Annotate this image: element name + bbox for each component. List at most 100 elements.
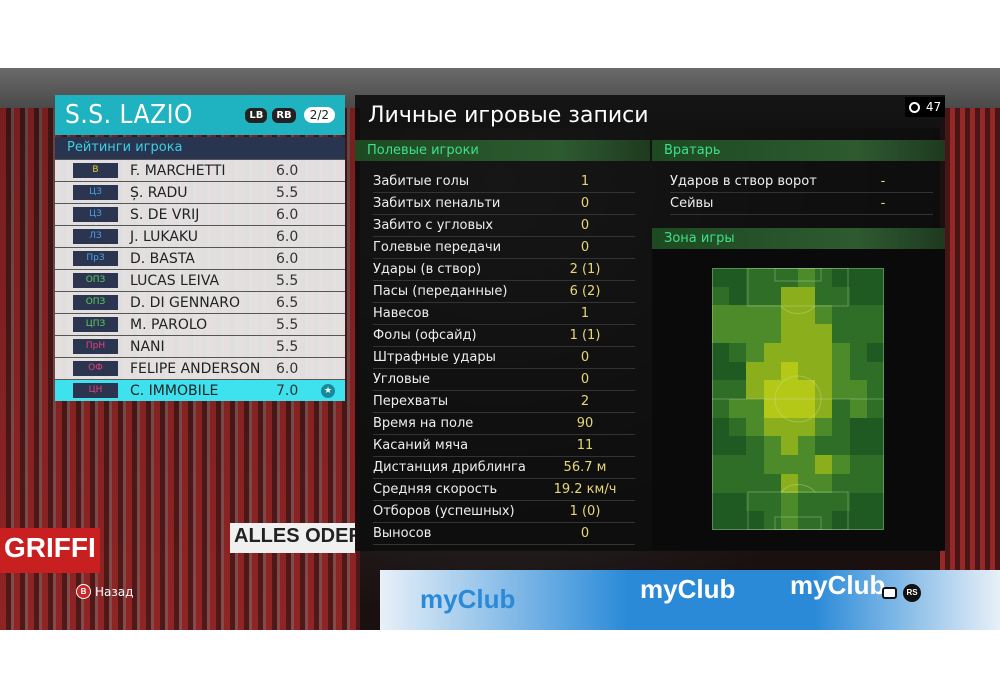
heat-cell [832,361,850,381]
player-row[interactable]: ЦЗ Ș. RADU 5.5 [55,181,345,203]
heat-cell [866,324,884,343]
heat-cell [798,511,816,530]
ad-text: myClub [640,574,736,604]
heatmap-pitch [712,268,884,530]
stat-value: 1 [580,174,590,189]
heat-cell [866,398,884,418]
heat-cell [815,455,833,474]
heat-cell [712,324,730,343]
heat-cell [832,417,850,437]
stat-value: 19.2 км/ч [553,482,617,497]
player-rating: 5.5 [276,316,299,333]
lb-button[interactable]: LB [245,107,268,123]
stat-label: Средняя скорость [373,482,498,497]
zone-header: Зона игры [652,228,945,249]
player-name: C. IMMOBILE [130,382,219,399]
heat-cell [763,268,781,287]
heat-cell [729,324,747,343]
player-name: D. BASTA [130,250,195,267]
player-row[interactable]: ОПЗ LUCAS LEIVA 5.5 [55,269,345,291]
heat-cell [798,324,816,343]
stat-label: Перехваты [373,394,449,409]
heat-cell [798,305,816,325]
heat-cell [780,286,798,306]
stat-row: Выносов 0 [373,523,635,545]
heat-cell [746,455,764,474]
player-row[interactable]: ЦН C. IMMOBILE 7.0 ★ [55,379,345,401]
heat-cell [780,473,798,493]
heat-cell [712,473,730,493]
player-row[interactable]: ОПЗ D. DI GENNARO 6.5 [55,291,345,313]
heat-cell [780,342,798,362]
heat-cell [832,455,850,474]
heat-cell [712,380,730,399]
chat-icon[interactable] [882,587,897,599]
back-button[interactable]: B Назад [76,584,133,599]
ratings-title: Рейтинги игрока [55,137,345,159]
heat-cell [815,361,833,381]
heat-cell [712,417,730,437]
stat-label: Угловые [373,372,430,387]
player-row[interactable]: ЦЗ S. DE VRIJ 6.0 [55,203,345,225]
heat-cell [832,342,850,362]
stat-label: Касаний мяча [373,438,469,453]
player-name: FELIPE ANDERSON [130,360,261,377]
player-row[interactable]: ПрН NANI 5.5 [55,335,345,357]
heat-cell [729,417,747,437]
heat-cell [815,398,833,418]
player-name: Ș. RADU [130,184,188,201]
heat-cell [815,436,833,456]
heat-cell [729,305,747,325]
rb-button[interactable]: RB [272,107,296,123]
stat-value: 2 (1) [569,262,601,277]
player-rating: 6.0 [276,228,299,245]
heat-cell [866,286,884,306]
player-name: M. PAROLO [130,316,208,333]
heat-cell [729,342,747,362]
heat-cell [815,473,833,493]
player-rating: 6.5 [276,294,299,311]
stat-row: Удары (в створ) 2 (1) [373,259,635,281]
heat-cell [866,455,884,474]
heat-cell [815,342,833,362]
heat-cell [746,417,764,437]
player-list: В F. MARCHETTI 6.0 ЦЗ Ș. RADU 5.5 ЦЗ S. … [55,159,345,401]
player-rating: 6.0 [276,250,299,267]
heat-cell [712,268,730,287]
player-row[interactable]: В F. MARCHETTI 6.0 [55,159,345,181]
position-badge: ЦЗ [73,207,118,222]
heat-cell [832,398,850,418]
heat-cell [746,436,764,456]
heat-cell [832,473,850,493]
heat-cell [798,436,816,456]
b-button-icon: B [76,584,91,599]
heat-cell [780,305,798,325]
stat-label: Пасы (переданные) [373,284,508,299]
heat-cell [780,361,798,381]
stat-row: Перехваты 2 [373,391,635,413]
player-row[interactable]: ОФ FELIPE ANDERSON 6.0 [55,357,345,379]
player-row[interactable]: ЦПЗ M. PAROLO 5.5 [55,313,345,335]
heat-cell [798,286,816,306]
heat-cell [712,436,730,456]
heat-cell [866,436,884,456]
heat-cell [832,492,850,512]
stat-row: Сейвы - [670,193,933,215]
position-badge: В [73,163,118,178]
heat-cell [712,455,730,474]
position-badge: ЦПЗ [73,317,118,332]
stat-value: 0 [580,350,590,365]
player-row[interactable]: ЛЗ J. LUKAKU 6.0 [55,225,345,247]
player-name: D. DI GENNARO [130,294,241,311]
rs-stick-icon[interactable]: RS [903,584,921,602]
stat-value: 1 [580,306,590,321]
position-badge: ОПЗ [73,273,118,288]
heat-cell [832,436,850,456]
stat-value: 56.7 м [563,460,607,475]
player-row[interactable]: ПрЗ D. BASTA 6.0 [55,247,345,269]
heat-cell [866,342,884,362]
position-badge: ПрЗ [73,251,118,266]
ad-text: myClub [420,584,516,614]
heat-cell [849,436,867,456]
controls-hint: RS [882,584,921,602]
